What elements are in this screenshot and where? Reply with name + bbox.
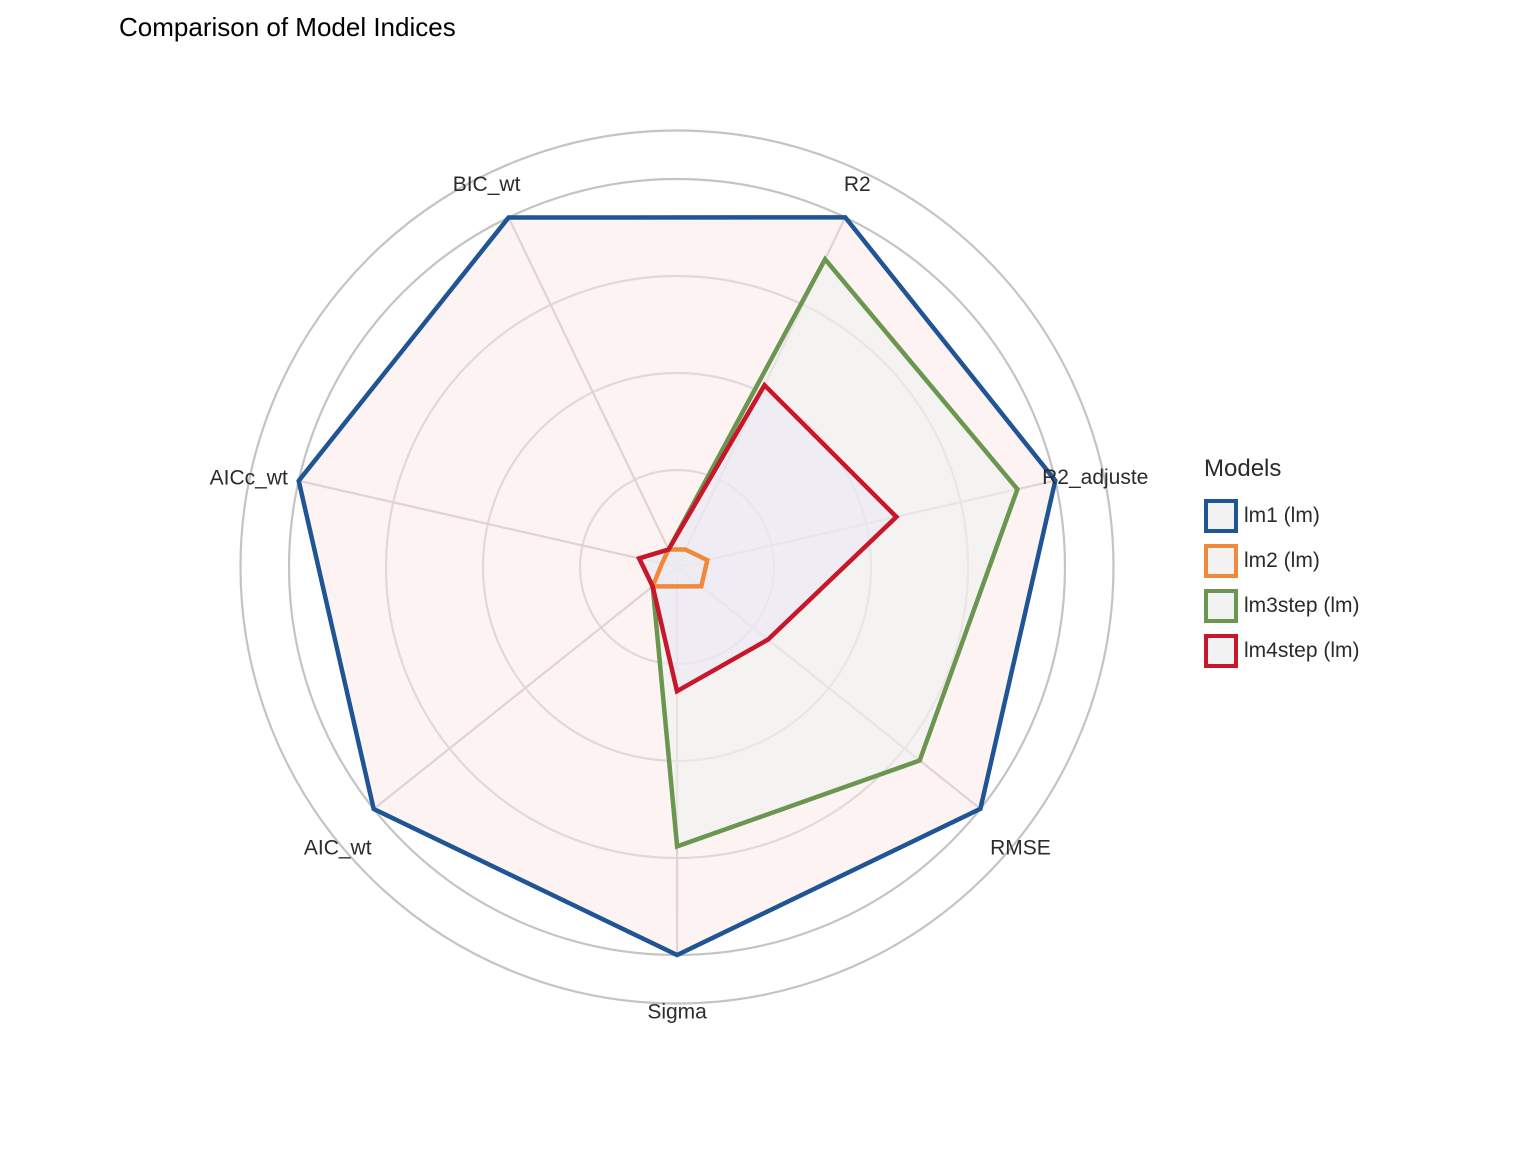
axis-label-Sigma: Sigma — [647, 1001, 707, 1024]
legend-label-0: lm1 (lm) — [1244, 503, 1320, 527]
legend-item-1: lm2 (lm) — [1204, 538, 1360, 583]
legend-label-3: lm4step (lm) — [1244, 638, 1360, 662]
legend-label-2: lm3step (lm) — [1244, 593, 1360, 617]
series-layer — [296, 215, 1058, 958]
axis-labels: R2 R2_adjuste RMSE Sigma AIC_wt AICc_wt BIC_wt — [210, 173, 1149, 1024]
legend-item-3: lm4step (lm) — [1204, 628, 1360, 673]
legend-key-1 — [1204, 543, 1238, 578]
series-line-0 — [296, 215, 1058, 958]
legend: Models lm1 (lm) lm2 (lm) lm3step (lm) lm4st… — [1204, 455, 1360, 673]
legend-title: Models — [1204, 455, 1282, 482]
legend-key-3 — [1204, 633, 1238, 668]
legend-items: lm1 (lm) lm2 (lm) lm3step (lm) lm4step (lm) — [1204, 493, 1360, 673]
axis-label-AICc_wt: AICc_wt — [210, 466, 288, 489]
legend-item-0: lm1 (lm) — [1204, 493, 1360, 538]
series-fill-3 — [639, 385, 897, 692]
axis-label-R2_adjuste: R2_adjuste — [1042, 466, 1148, 489]
legend-key-0 — [1204, 498, 1238, 533]
axis-label-RMSE: RMSE — [990, 836, 1051, 859]
axis-label-AIC_wt: AIC_wt — [304, 837, 372, 860]
series-line-3 — [636, 381, 900, 695]
axis-label-BIC_wt: BIC_wt — [453, 173, 521, 196]
chart-title: Comparison of Model Indices — [119, 12, 456, 42]
legend-item-2: lm3step (lm) — [1204, 583, 1360, 628]
legend-label-1: lm2 (lm) — [1244, 548, 1320, 572]
grid-ring-5 — [239, 129, 1115, 1005]
axis-label-R2: R2 — [844, 173, 871, 196]
legend-key-2 — [1204, 588, 1238, 623]
